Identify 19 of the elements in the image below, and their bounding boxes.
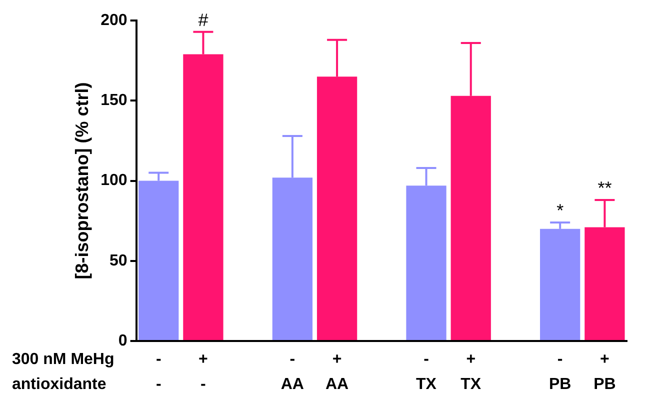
annotation: # bbox=[198, 10, 208, 30]
y-tick-label: 0 bbox=[118, 332, 128, 350]
y-tick-label: 100 bbox=[100, 172, 128, 190]
annotation: ** bbox=[598, 178, 612, 198]
text: 300 nM MeHg bbox=[12, 350, 114, 368]
x-tick-label: - TX bbox=[416, 350, 437, 393]
annotation: * bbox=[556, 200, 564, 220]
y-tick-label: 150 bbox=[100, 92, 128, 110]
x-tick-label: - - bbox=[156, 350, 162, 393]
x-tick-label: - AA bbox=[280, 350, 304, 393]
text: antioxidante bbox=[12, 376, 106, 393]
y-tick-label: 200 bbox=[100, 12, 128, 30]
x-tick-label: - PB bbox=[548, 350, 572, 393]
x-tick-label: + AA bbox=[325, 350, 350, 393]
y-tick-label: 50 bbox=[110, 252, 128, 270]
x-tick-label: + - bbox=[198, 350, 208, 393]
x-tick-label: + TX bbox=[460, 350, 482, 393]
y-axis-title: [8-isoprostano] (% ctrl) bbox=[72, 82, 92, 280]
x-tick-label: + PB bbox=[594, 350, 616, 393]
